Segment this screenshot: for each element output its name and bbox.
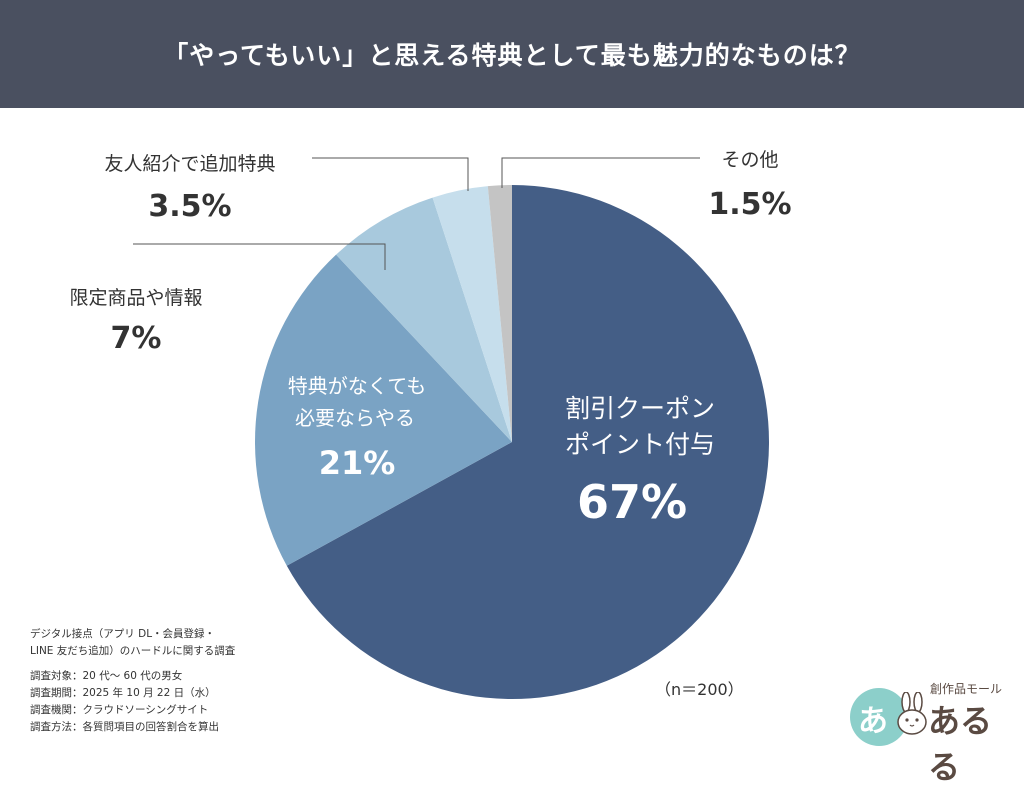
survey-title-line: LINE 友だち追加）のハードルに関する調査 <box>30 645 236 657</box>
leader-line <box>501 157 700 188</box>
rabbit-icon <box>897 692 927 735</box>
slice-value-label: 7% <box>111 321 162 356</box>
survey-method: 調査方法：各質問項目の回答割合を算出 <box>30 721 219 733</box>
slice-name-label: 必要ならやる <box>295 406 415 430</box>
pie-slice <box>487 185 512 442</box>
pie-slice <box>336 197 512 442</box>
chart-title: 「やってもいい」と思える特典として最も魅力的なものは？ <box>163 41 861 70</box>
slice-name-label: 友人紹介で追加特典 <box>104 153 275 175</box>
slice-value-label: 67% <box>577 475 687 529</box>
slice-name-label: 特典がなくても <box>288 374 426 398</box>
survey-period: 調査期間：2025 年 10 月 22 日（水） <box>30 687 216 699</box>
survey-footnote: デジタル接点（アプリ DL・会員登録・ LINE 友だち追加）のハードルに関する… <box>30 626 235 736</box>
logo-brand: あるる <box>928 702 993 786</box>
sample-size: （n＝200） <box>655 680 744 699</box>
leader-line <box>133 243 386 270</box>
logo-circle <box>850 688 908 746</box>
survey-title-line: デジタル接点（アプリ DL・会員登録・ <box>30 628 216 640</box>
logo-mark: あ <box>858 704 888 739</box>
pie-slice <box>286 185 770 699</box>
slice-name-label: その他 <box>721 149 778 171</box>
title-banner: 「やってもいい」と思える特典として最も魅力的なものは？ <box>0 0 1024 108</box>
brand-logo: あ 創作品モール あるる <box>848 676 1008 786</box>
slice-name-label: 割引クーポン <box>565 394 715 423</box>
leader-line <box>312 157 469 191</box>
logo-tagline: 創作品モール <box>930 682 1003 696</box>
slice-name-label: 限定商品や情報 <box>69 287 202 309</box>
pie-slice <box>255 254 512 566</box>
survey-organization: 調査機関：クラウドソーシングサイト <box>30 704 209 716</box>
slice-value-label: 21% <box>319 444 396 482</box>
slice-value-label: 3.5% <box>148 189 231 224</box>
survey-target: 調査対象：20 代〜 60 代の男女 <box>30 670 183 682</box>
slice-value-label: 1.5% <box>708 187 791 222</box>
pie-slice <box>432 186 512 442</box>
slice-name-label: ポイント付与 <box>565 430 715 459</box>
